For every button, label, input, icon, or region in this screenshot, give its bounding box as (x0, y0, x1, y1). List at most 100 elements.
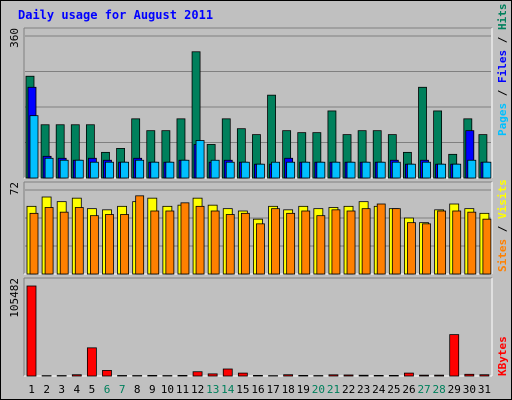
kbytes-bar (434, 374, 445, 377)
legend-kbytes: KBytes (496, 336, 509, 376)
pages-bar (482, 161, 492, 179)
legend-visits-sites: Sites / Visits (496, 179, 509, 272)
sites-bar (407, 222, 416, 275)
pages-bar (316, 161, 326, 179)
day-tick-label: 21 (327, 383, 340, 396)
day-tick-label: 16 (251, 383, 264, 396)
kbytes-bar (328, 374, 339, 377)
sites-bar (89, 215, 99, 275)
sites-bar (135, 195, 145, 275)
kbytes-bar (192, 371, 203, 377)
day-tick-label: 25 (387, 383, 400, 396)
day-tick-label: 2 (43, 383, 50, 396)
kbytes-bar (86, 347, 97, 377)
day-tick-label: 6 (104, 383, 111, 396)
pages-bar (29, 115, 39, 179)
sites-bar (256, 223, 265, 275)
sites-bar (422, 223, 431, 275)
day-tick-label: 29 (448, 383, 461, 396)
pages-bar (105, 161, 114, 179)
sites-bar (44, 207, 54, 275)
day-tick-label: 15 (236, 383, 249, 396)
legend-hits-files-pages: Pages / Files / Hits (496, 4, 509, 137)
sites-bar (286, 212, 296, 275)
kbytes-bar (147, 375, 158, 377)
kbytes-bar (404, 372, 414, 377)
day-tick-label: 17 (266, 383, 279, 396)
kbytes-bar (358, 374, 369, 377)
sites-bar (391, 208, 401, 275)
day-tick-label: 30 (463, 383, 476, 396)
kbytes-bar (373, 375, 384, 377)
y-max-label-visits: 72 (8, 182, 21, 195)
pages-bar (135, 159, 145, 179)
pages-bar (120, 161, 129, 179)
sites-bar (59, 211, 69, 275)
pages-bar (361, 161, 371, 179)
pages-bar (452, 163, 462, 179)
pages-bar (346, 161, 356, 179)
day-tick-label: 20 (312, 383, 325, 396)
pages-bar (391, 161, 401, 179)
sites-bar (105, 214, 114, 275)
kbytes-bar (283, 374, 294, 377)
day-tick-label: 28 (433, 383, 446, 396)
pages-bar (256, 163, 265, 179)
pages-bar (376, 161, 386, 179)
pages-bar (180, 159, 190, 179)
sites-bar (452, 210, 462, 275)
pages-bar (59, 159, 69, 179)
kbytes-bar (177, 375, 188, 377)
day-tick-label: 8 (134, 383, 141, 396)
kbytes-bar (253, 375, 263, 377)
kbytes-bar (237, 372, 248, 377)
day-tick-label: 27 (417, 383, 430, 396)
sites-bar (361, 208, 371, 275)
kbytes-bar (102, 370, 112, 377)
kbytes-bar (26, 285, 37, 377)
pages-bar (437, 163, 447, 179)
sites-bar (316, 215, 326, 275)
sites-bar (225, 214, 235, 275)
kbytes-bar (419, 374, 429, 377)
day-tick-label: 13 (206, 383, 219, 396)
pages-bar (44, 157, 54, 179)
day-tick-label: 23 (357, 383, 370, 396)
day-tick-label: 14 (221, 383, 235, 396)
kbytes-bar (464, 373, 475, 377)
y-max-label-hits: 360 (8, 28, 21, 48)
sites-bar (346, 210, 356, 275)
kbytes-bar (388, 375, 399, 377)
day-tick-label: 7 (119, 383, 126, 396)
sites-bar (240, 212, 250, 275)
sites-bar (180, 202, 190, 275)
kbytes-bar (343, 374, 354, 377)
kbytes-bar (449, 334, 460, 377)
day-tick-label: 9 (149, 383, 156, 396)
pages-bar (271, 161, 280, 179)
day-tick-label: 5 (89, 383, 96, 396)
sites-bar (467, 211, 477, 275)
y-max-label-kbytes: 105482 (8, 278, 21, 318)
pages-bar (301, 161, 311, 179)
sites-bar (210, 210, 220, 275)
pages-bar (331, 161, 341, 179)
sites-bar (331, 209, 341, 275)
day-tick-label: 19 (297, 383, 310, 396)
kbytes-bar (71, 374, 82, 377)
sites-bar (482, 218, 492, 275)
kbytes-bar (222, 368, 233, 377)
sites-bar (271, 208, 280, 275)
sites-bar (29, 212, 39, 275)
sites-bar (301, 210, 311, 275)
sites-bar (74, 207, 84, 275)
pages-bar (467, 159, 477, 179)
kbytes-bar (117, 375, 127, 377)
sites-bar (150, 210, 160, 275)
day-tick-label: 12 (191, 383, 204, 396)
pages-bar (407, 163, 416, 179)
pages-bar (74, 159, 84, 179)
pages-bar (195, 140, 205, 179)
pages-bar (150, 161, 160, 179)
